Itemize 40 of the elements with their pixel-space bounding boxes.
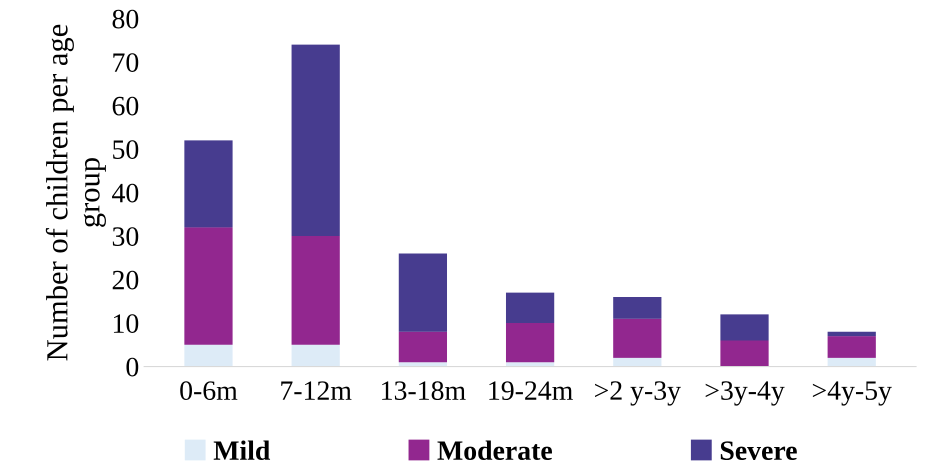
bar bbox=[720, 340, 769, 367]
y-tick-label: 50 bbox=[113, 140, 138, 159]
bar bbox=[613, 318, 662, 358]
y-tick-label: 60 bbox=[112, 96, 138, 116]
bar bbox=[398, 332, 448, 362]
bar bbox=[506, 323, 554, 362]
bar bbox=[184, 227, 233, 345]
bar bbox=[613, 296, 662, 319]
bar bbox=[506, 362, 554, 367]
y-tick-label: 30 bbox=[112, 227, 138, 246]
x-tick-label: >2 y-3y bbox=[595, 381, 681, 406]
x-tick-label: 19-24m bbox=[489, 381, 573, 400]
y-tick-label: 70 bbox=[113, 53, 138, 72]
bar bbox=[613, 358, 662, 367]
bar bbox=[292, 44, 340, 236]
y-axis-title: Number of children per age group bbox=[46, 24, 106, 361]
legend-label: Severe bbox=[720, 441, 797, 460]
bar bbox=[184, 140, 233, 228]
y-tick-label: 0 bbox=[126, 358, 138, 376]
bar bbox=[506, 292, 554, 324]
bar bbox=[720, 314, 769, 340]
bar bbox=[292, 344, 340, 367]
y-tick-label: 40 bbox=[112, 184, 138, 202]
bar bbox=[828, 332, 876, 336]
bar bbox=[398, 253, 448, 332]
y-tick-label: 80 bbox=[112, 10, 138, 28]
x-tick-label: 7-12m bbox=[281, 381, 352, 400]
bar bbox=[398, 362, 448, 367]
bar bbox=[828, 358, 876, 367]
x-tick-label: 13-18m bbox=[382, 381, 466, 400]
legend-label: Moderate bbox=[437, 440, 552, 460]
x-tick-label: >3y-4y bbox=[706, 381, 785, 406]
bar bbox=[184, 344, 233, 367]
legend-label: Mild bbox=[214, 440, 270, 460]
y-tick-label: 20 bbox=[112, 270, 138, 290]
bar bbox=[828, 336, 876, 358]
x-tick-label: 0-6m bbox=[180, 381, 238, 400]
x-tick-label: >4y-5y bbox=[812, 381, 892, 406]
bar bbox=[292, 236, 340, 345]
y-tick-label: 10 bbox=[114, 314, 138, 333]
